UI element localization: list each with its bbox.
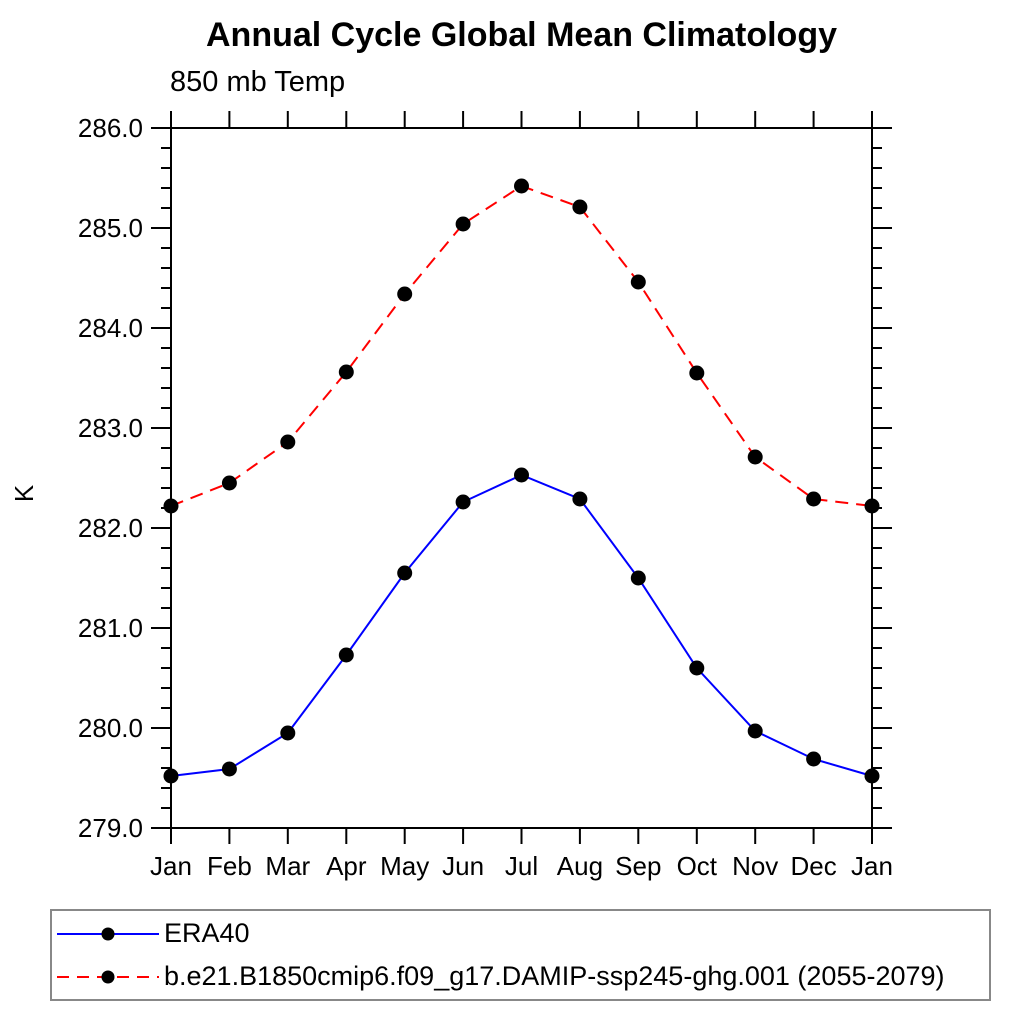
svg-text:286.0: 286.0 [78, 113, 143, 143]
svg-text:Dec: Dec [790, 851, 836, 881]
era40-line-sample-icon [57, 927, 159, 940]
svg-text:Apr: Apr [326, 851, 367, 881]
svg-text:Jan: Jan [150, 851, 192, 881]
svg-text:Mar: Mar [265, 851, 310, 881]
svg-text:284.0: 284.0 [78, 313, 143, 343]
chart-subtitle: 850 mb Temp [170, 66, 346, 98]
svg-text:281.0: 281.0 [78, 613, 143, 643]
svg-text:Feb: Feb [207, 851, 252, 881]
svg-text:Sep: Sep [615, 851, 661, 881]
legend-item-ghg-run: b.e21.B1850cmip6.f09_g17.DAMIP-ssp245-gh… [52, 956, 989, 997]
svg-text:283.0: 283.0 [78, 413, 143, 443]
svg-text:Oct: Oct [677, 851, 718, 881]
svg-text:May: May [380, 851, 429, 881]
svg-text:Aug: Aug [557, 851, 603, 881]
legend-label-ghg-run: b.e21.B1850cmip6.f09_g17.DAMIP-ssp245-gh… [164, 961, 945, 991]
svg-text:285.0: 285.0 [78, 213, 143, 243]
svg-text:Jun: Jun [442, 851, 484, 881]
ghg-run-line-sample-icon [57, 970, 159, 983]
svg-text:Nov: Nov [732, 851, 778, 881]
svg-text:Jul: Jul [505, 851, 538, 881]
legend-item-era40: ERA40 [52, 913, 989, 954]
legend-box: ERA40 b.e21.B1850cmip6.f09_g17.DAMIP-ssp… [50, 909, 991, 1001]
svg-text:280.0: 280.0 [78, 713, 143, 743]
chart-title: Annual Cycle Global Mean Climatology [206, 16, 837, 54]
svg-text:279.0: 279.0 [78, 813, 143, 843]
legend-label-era40: ERA40 [164, 918, 250, 948]
svg-text:282.0: 282.0 [78, 513, 143, 543]
svg-text:Jan: Jan [851, 851, 893, 881]
